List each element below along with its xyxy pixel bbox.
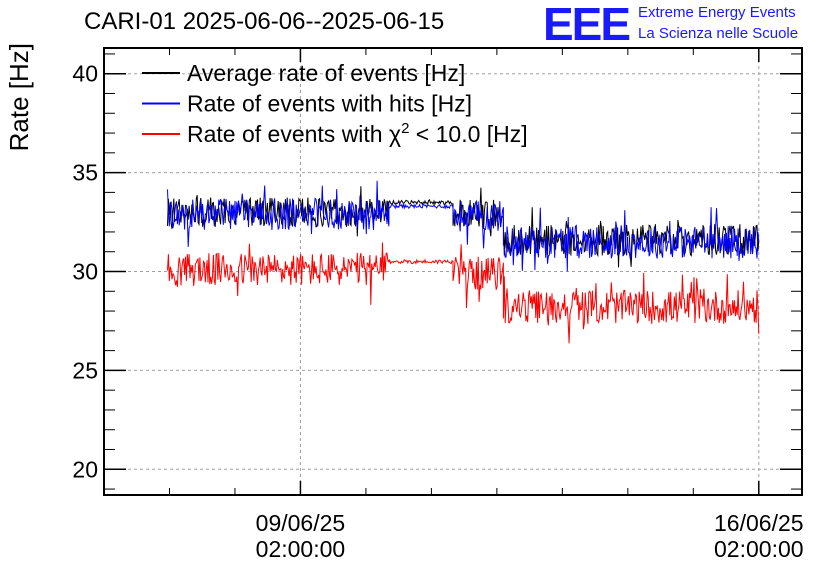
series-line-chi2 bbox=[167, 242, 760, 344]
series-line-average bbox=[167, 186, 760, 268]
y-tick-label: 30 bbox=[72, 259, 98, 285]
x-tick-label-time: 02:00:00 bbox=[714, 536, 804, 562]
series-layer bbox=[167, 180, 760, 344]
axis-ticks: 202530354009/06/2502:00:0016/06/2502:00:… bbox=[72, 48, 804, 562]
x-tick-label-date: 09/06/25 bbox=[256, 510, 346, 536]
y-tick-label: 40 bbox=[72, 61, 98, 87]
logo-subtitle-line1: Extreme Energy Events bbox=[638, 4, 796, 21]
x-tick-label-date: 16/06/25 bbox=[714, 510, 804, 536]
legend-label-hits: Rate of events with hits [Hz] bbox=[187, 91, 472, 117]
x-tick-label-time: 02:00:00 bbox=[256, 536, 346, 562]
svg-text:Rate [Hz]: Rate [Hz] bbox=[4, 43, 34, 151]
eee-logo: EEE bbox=[543, 0, 631, 50]
y-tick-label: 35 bbox=[72, 160, 98, 186]
logo-subtitle-line2: La Scienza nelle Scuole bbox=[638, 25, 799, 42]
chart-title: CARI-01 2025-06-06--2025-06-15 bbox=[84, 8, 445, 35]
legend-label-chi2: Rate of events with χ2 < 10.0 [Hz] bbox=[187, 120, 528, 147]
legend: Average rate of events [Hz] Rate of event… bbox=[142, 60, 528, 147]
y-tick-label: 25 bbox=[72, 357, 98, 383]
series-line-hits bbox=[167, 180, 760, 272]
y-tick-label: 20 bbox=[72, 456, 98, 482]
y-axis-label: Rate [Hz] bbox=[4, 43, 34, 151]
legend-label-average: Average rate of events [Hz] bbox=[187, 60, 465, 86]
